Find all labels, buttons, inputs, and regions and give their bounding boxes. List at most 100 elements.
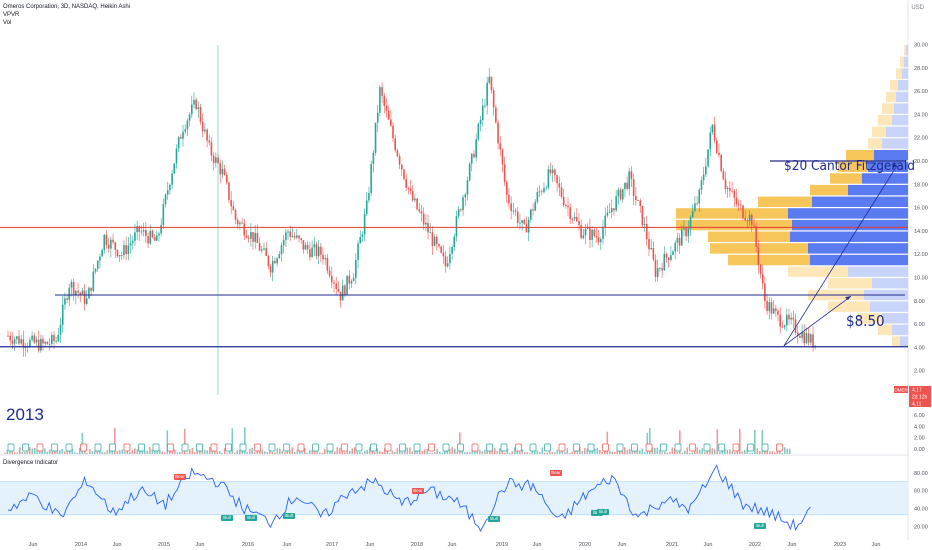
earnings-marker [268, 443, 276, 452]
last-price: 4.17 [912, 388, 922, 394]
annotation-target-low[interactable]: $8.50 [846, 312, 885, 330]
volume-bar [251, 447, 254, 454]
candle-body [753, 224, 755, 227]
earnings-marker [283, 443, 290, 452]
price-tick-label: 8.00 [914, 299, 925, 305]
candle-body [125, 245, 127, 255]
candle-body [565, 205, 567, 206]
volume-bar [406, 447, 409, 454]
candle-body [510, 203, 512, 211]
volume-bar [569, 452, 571, 454]
candle-body [457, 209, 460, 217]
volume-bar [306, 452, 309, 454]
volume-bar [696, 447, 699, 454]
price-tick-label: 28.00 [914, 66, 928, 72]
candle-body [654, 259, 657, 278]
candle-body [788, 314, 790, 320]
vp-up-bar [872, 126, 886, 138]
candle-body [394, 138, 396, 151]
candle-body [379, 87, 381, 113]
candle-body [105, 234, 108, 245]
indicator-vol[interactable]: Vol [3, 20, 12, 26]
candle-body [164, 194, 167, 205]
candle-body [72, 281, 75, 296]
candle-body [626, 182, 628, 189]
candle-body [131, 240, 134, 244]
vp-down-bar [812, 196, 908, 207]
volume-bar [474, 450, 476, 454]
earnings-marker [486, 443, 493, 452]
candle-body [177, 137, 180, 149]
volume-bar [446, 450, 449, 454]
candle-body [392, 125, 394, 139]
candle-body [385, 105, 388, 111]
candle-body [455, 216, 458, 237]
volume-bar [436, 448, 439, 454]
annotation-year[interactable]: 2013 [6, 405, 44, 424]
volume-bar [494, 448, 496, 454]
oscillator-title[interactable]: Divergence Indicator [3, 460, 59, 466]
earnings-marker [167, 443, 174, 452]
annotation-target-high[interactable]: $20 Cantor Fitzgerald [784, 158, 915, 174]
candle-body [794, 319, 797, 333]
candle-body [578, 221, 580, 226]
volume-bar [176, 452, 179, 454]
volume-bar [141, 449, 144, 454]
candle-body [543, 187, 545, 193]
candle-body [464, 194, 467, 198]
volume-bar [659, 449, 661, 454]
candle-body [759, 264, 762, 275]
volume-bar [589, 449, 591, 454]
volume-bar [364, 450, 366, 454]
candle-body [648, 239, 650, 250]
candle-body [810, 334, 812, 343]
candle-body [777, 310, 779, 315]
vp-up-bar [858, 313, 882, 324]
candle-body [576, 216, 578, 222]
volume-bar [744, 449, 746, 454]
volume-bar [311, 449, 314, 454]
volume-bar [136, 449, 139, 454]
candle-body [676, 237, 679, 243]
candle-body [221, 168, 224, 175]
volume-bar [51, 451, 54, 454]
volume-bar [521, 449, 524, 454]
time-tick-label: 2018 [411, 542, 423, 548]
earnings-marker [747, 443, 754, 452]
volume-bar [714, 449, 716, 454]
volume-bar [321, 452, 324, 454]
candle-body [193, 99, 195, 105]
volume-bar [609, 450, 611, 454]
candle-body [799, 335, 801, 338]
candle-body [199, 107, 202, 122]
volume-bar [29, 447, 31, 454]
countdown: 2d 12h [912, 395, 928, 401]
earnings-marker [413, 443, 421, 452]
earnings-marker [65, 443, 73, 452]
vp-up-bar [892, 336, 900, 347]
volume-bar [556, 449, 559, 454]
volume-bar [159, 449, 161, 454]
candle-body [46, 341, 49, 345]
candle-body [114, 242, 117, 250]
candle-body [436, 236, 438, 245]
candle-body [501, 149, 504, 165]
volume-bar [531, 451, 534, 454]
candle-body [554, 169, 556, 176]
volume-bar [209, 447, 211, 454]
symbol-title[interactable]: Omeros Corporation, 3D, NASDAQ, Heikin A… [3, 4, 131, 10]
time-tick-label: 2016 [242, 542, 254, 548]
candle-body [243, 223, 246, 236]
volume-bar [81, 432, 84, 454]
volume-bar [16, 452, 19, 454]
volume-bar [586, 448, 589, 454]
last-price-bg [909, 386, 931, 393]
vp-down-bar [872, 278, 908, 289]
candle-body [700, 180, 703, 190]
vp-up-bar [676, 219, 792, 231]
indicator-vpvr[interactable]: VPVR [3, 12, 20, 18]
candle-body [678, 237, 681, 246]
volume-bar [441, 452, 444, 454]
candle-body [766, 301, 768, 312]
candle-body [151, 230, 154, 238]
